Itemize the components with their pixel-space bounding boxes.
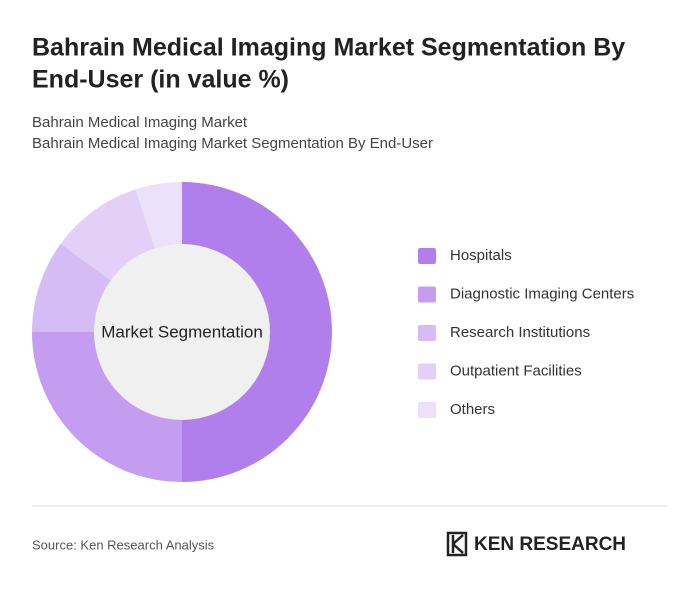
legend-label: Hospitals xyxy=(450,247,512,264)
legend-swatch xyxy=(418,363,436,380)
center-label: Market Segmentation xyxy=(101,322,263,341)
legend-label: Research Institutions xyxy=(450,324,590,341)
legend-label: Others xyxy=(450,401,495,418)
logo-text: KEN RESEARCH xyxy=(474,534,626,555)
chart-subtitle: Bahrain Medical Imaging Market Segmentat… xyxy=(32,135,433,152)
legend-label: Outpatient Facilities xyxy=(450,362,582,379)
chart-title: End-User (in value %) xyxy=(32,66,289,94)
donut-hole xyxy=(94,244,270,420)
legend: Hospitals Diagnostic Imaging Centers Resea… xyxy=(418,247,634,418)
legend-swatch xyxy=(418,402,436,418)
source: Source: Ken Research Analysis xyxy=(32,537,215,552)
logo-icon xyxy=(446,531,468,557)
legend-swatch xyxy=(418,286,436,303)
legend-swatch xyxy=(418,325,436,341)
legend-swatch xyxy=(418,248,436,264)
chart-subtitle: Bahrain Medical Imaging Market xyxy=(32,114,248,131)
legend-label: Diagnostic Imaging Centers xyxy=(450,285,634,302)
chart-title: Bahrain Medical Imaging Market Segmentat… xyxy=(32,34,625,62)
